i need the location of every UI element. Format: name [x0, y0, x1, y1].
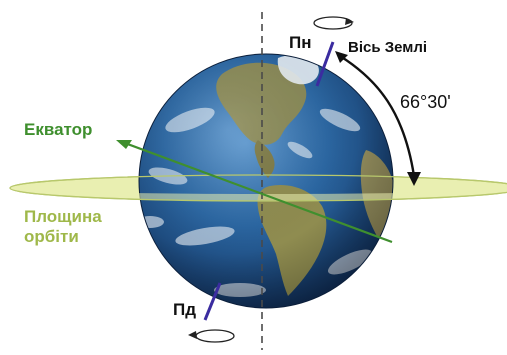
orbit-plane-front	[10, 188, 507, 201]
equator-label: Екватор	[24, 120, 93, 139]
north-pole-label: Пн	[289, 33, 312, 52]
tilt-angle-label: 66°30'	[400, 92, 451, 112]
tilt-angle-arc-icon	[335, 51, 421, 186]
north-rotation-arrow-icon	[313, 16, 354, 30]
orbit-plane-label: Площина орбіти	[24, 207, 102, 246]
earth-globe	[138, 53, 394, 309]
earth-axis-label: Вісь Землі	[348, 39, 428, 56]
south-rotation-arrow-icon	[188, 329, 235, 343]
earth-axis-north	[315, 41, 335, 87]
equator-line	[121, 140, 393, 244]
south-pole-label: Пд	[173, 300, 197, 319]
equator-arrow-icon	[116, 140, 132, 149]
earth-axis-south	[203, 282, 222, 321]
